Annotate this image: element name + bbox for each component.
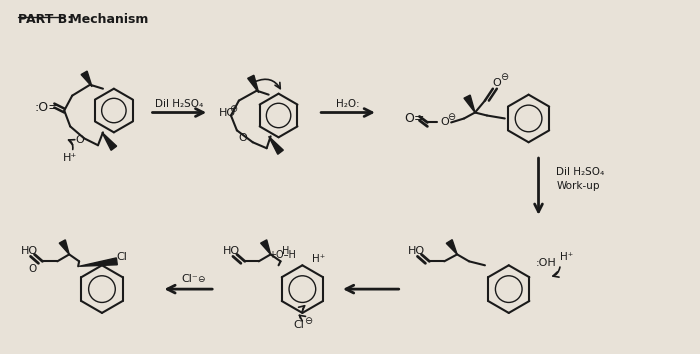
- Text: ⊕: ⊕: [229, 103, 237, 114]
- Text: Cl: Cl: [293, 320, 304, 330]
- Text: O: O: [239, 133, 247, 143]
- Polygon shape: [81, 71, 92, 87]
- Text: HO: HO: [219, 108, 236, 118]
- Polygon shape: [464, 95, 475, 113]
- Text: +O–H: +O–H: [267, 250, 295, 261]
- Text: ⊖: ⊖: [500, 72, 507, 82]
- Polygon shape: [79, 258, 118, 266]
- Text: :OH: :OH: [536, 258, 557, 268]
- Text: PART B:: PART B:: [18, 13, 72, 26]
- Text: Work-up: Work-up: [556, 181, 600, 191]
- Polygon shape: [447, 240, 457, 255]
- Text: Dil H₂SO₄: Dil H₂SO₄: [155, 98, 204, 109]
- Text: H⁺: H⁺: [560, 252, 573, 262]
- Polygon shape: [269, 136, 284, 154]
- Text: Mechanism: Mechanism: [65, 13, 148, 26]
- Text: O: O: [29, 264, 36, 274]
- Text: ⊖: ⊖: [304, 316, 312, 326]
- Text: O: O: [493, 78, 501, 88]
- Text: Cl: Cl: [116, 252, 127, 262]
- Polygon shape: [102, 132, 117, 150]
- Text: O: O: [440, 118, 449, 127]
- Text: H: H: [282, 246, 289, 256]
- Text: HO: HO: [20, 246, 38, 256]
- Text: ⊖: ⊖: [447, 113, 455, 122]
- Text: O=: O=: [405, 112, 425, 125]
- Text: HO: HO: [223, 246, 240, 256]
- Text: ⊖: ⊖: [197, 275, 205, 284]
- Text: HO: HO: [407, 246, 425, 256]
- Polygon shape: [60, 240, 69, 255]
- Polygon shape: [260, 240, 271, 255]
- Text: H⁺: H⁺: [312, 254, 325, 264]
- Text: Cl⁻: Cl⁻: [181, 274, 197, 284]
- Text: O: O: [76, 135, 85, 145]
- Text: Dil H₂SO₄: Dil H₂SO₄: [556, 167, 605, 177]
- Text: H⁺: H⁺: [63, 153, 77, 163]
- Polygon shape: [248, 75, 259, 93]
- Text: :O=: :O=: [34, 101, 59, 114]
- Text: H₂O:: H₂O:: [336, 98, 360, 109]
